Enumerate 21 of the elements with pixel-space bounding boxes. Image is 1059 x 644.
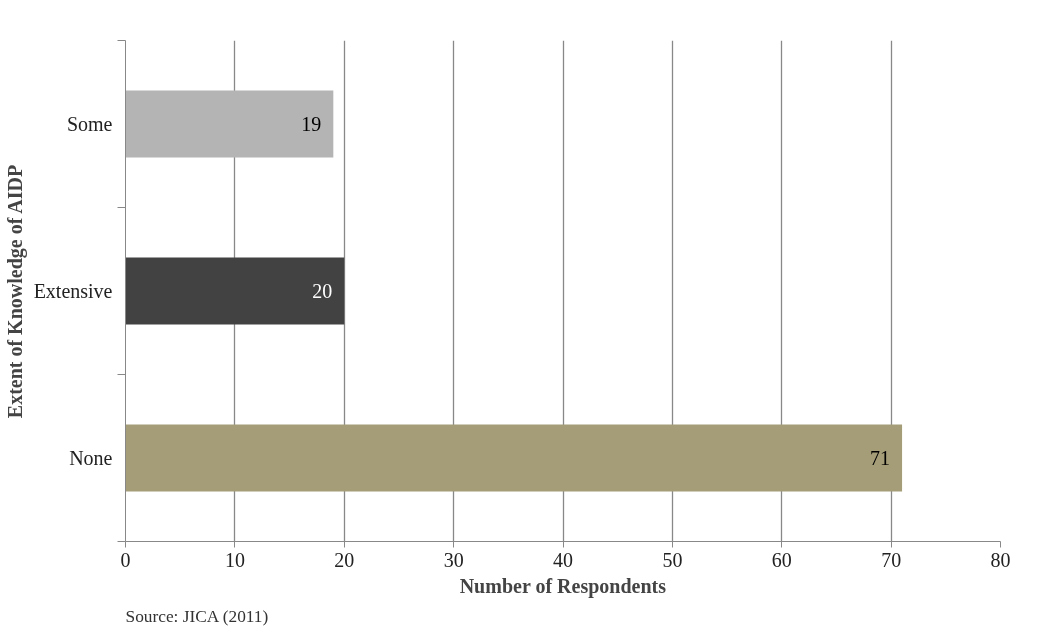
data-label: 71 — [870, 447, 891, 469]
x-tick-label: 50 — [662, 548, 683, 571]
bar — [125, 257, 345, 325]
data-label: 20 — [312, 280, 333, 302]
bar — [125, 424, 903, 492]
x-tick-label: 40 — [553, 548, 573, 571]
x-axis-title: Number of Respondents — [459, 574, 667, 598]
x-tick-label: 60 — [771, 548, 792, 571]
y-axis-title: Extent of Knowledge of AIDP — [3, 164, 27, 419]
x-tick-label: 0 — [120, 548, 131, 571]
x-tick-label: 30 — [443, 548, 464, 571]
x-tick-label: 10 — [224, 548, 245, 571]
bar — [125, 90, 334, 158]
y-tick-label: Extensive — [33, 280, 113, 302]
y-tick-label: None — [69, 447, 113, 469]
x-tick-label: 80 — [990, 548, 1011, 571]
data-label: 19 — [301, 113, 322, 135]
source-note: Source: JICA (2011) — [125, 606, 269, 626]
y-tick-label: Some — [66, 113, 113, 135]
x-tick-label: 70 — [881, 548, 902, 571]
x-tick-label: 20 — [334, 548, 355, 571]
